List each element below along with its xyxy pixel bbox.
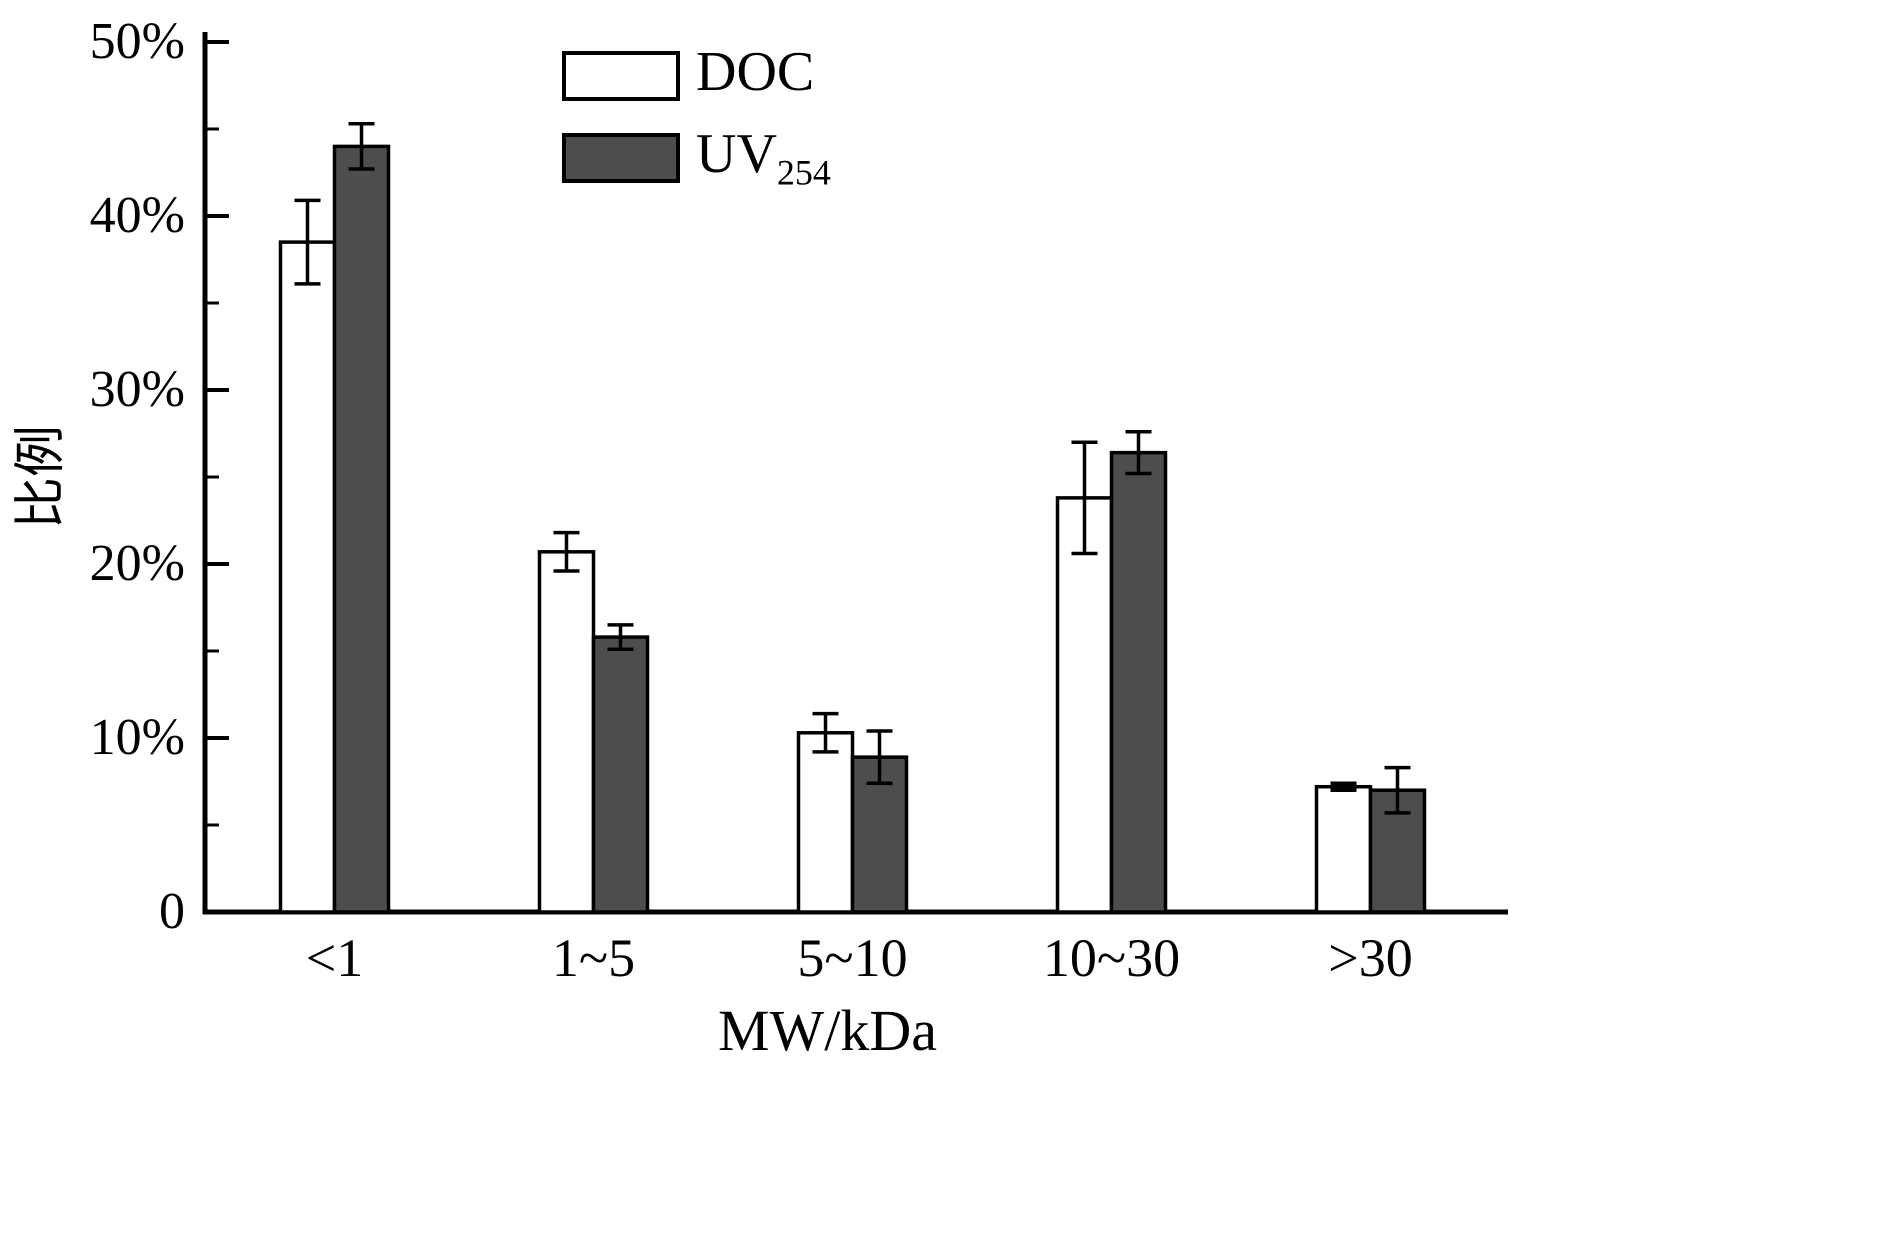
legend-swatch-uv254	[562, 132, 680, 183]
legend-label-uv254-sub: 254	[776, 152, 831, 193]
legend-item-uv254: UV254	[562, 126, 831, 191]
x-axis-title: MW/kDa	[718, 998, 937, 1063]
x-tick-label: <1	[306, 928, 363, 988]
bar-doc-2	[537, 550, 596, 914]
x-tick-label: 5~10	[797, 928, 907, 988]
y-tick-label: 30%	[90, 361, 185, 418]
bar-uv254-1	[332, 144, 391, 914]
bar-uv254-4	[1109, 450, 1168, 914]
legend-label-doc: DOC	[696, 44, 814, 109]
y-tick-label: 0	[159, 883, 185, 940]
legend-item-doc: DOC	[562, 44, 831, 109]
bar-doc-4	[1055, 496, 1114, 914]
y-tick-label: 40%	[90, 187, 185, 244]
x-tick-label: >30	[1328, 928, 1412, 988]
y-tick-label: 10%	[90, 709, 185, 766]
y-tick-label: 50%	[90, 13, 185, 70]
legend-swatch-doc	[562, 51, 680, 102]
legend: DOC UV254	[562, 44, 831, 190]
legend-label-uv254-text: UV	[696, 122, 777, 185]
bar-doc-3	[796, 731, 855, 914]
bar-doc-5	[1314, 784, 1373, 914]
y-tick-label: 20%	[90, 535, 185, 592]
legend-label-doc-text: DOC	[696, 41, 815, 103]
bar-doc-1	[278, 240, 337, 914]
x-tick-label: 1~5	[552, 928, 635, 988]
bar-uv254-2	[591, 635, 650, 914]
x-tick-label: 10~30	[1043, 928, 1180, 988]
y-axis-title: 比例	[13, 425, 70, 529]
legend-label-uv254: UV254	[696, 126, 831, 191]
